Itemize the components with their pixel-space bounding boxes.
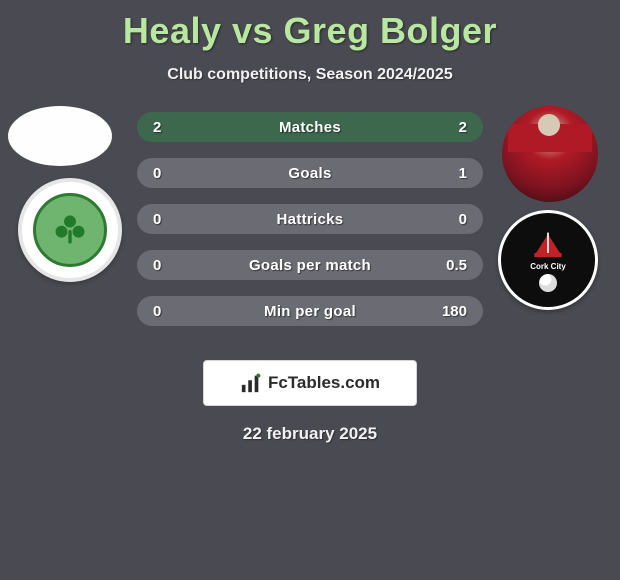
stat-label: Matches — [137, 119, 483, 136]
stats-area: 2Matches2 0Goals1 0Hattricks0 0Goals per ma… — [0, 112, 620, 352]
stat-row: 0Goals1 — [137, 158, 483, 188]
stat-row: 0Min per goal180 — [137, 296, 483, 326]
stat-label: Goals per match — [137, 257, 483, 274]
stat-row: 0Hattricks0 — [137, 204, 483, 234]
stat-label: Goals — [137, 165, 483, 182]
stat-label: Min per goal — [137, 303, 483, 320]
stat-row: 2Matches2 — [137, 112, 483, 142]
stat-label: Hattricks — [137, 211, 483, 228]
subtitle: Club competitions, Season 2024/2025 — [0, 66, 620, 84]
bar-chart-icon — [240, 372, 262, 394]
date-text: 22 february 2025 — [0, 424, 620, 444]
brand-text: FcTables.com — [268, 373, 380, 393]
stat-row: 0Goals per match0.5 — [137, 250, 483, 280]
brand-box[interactable]: FcTables.com — [203, 360, 417, 406]
page-title: Healy vs Greg Bolger — [0, 0, 620, 52]
